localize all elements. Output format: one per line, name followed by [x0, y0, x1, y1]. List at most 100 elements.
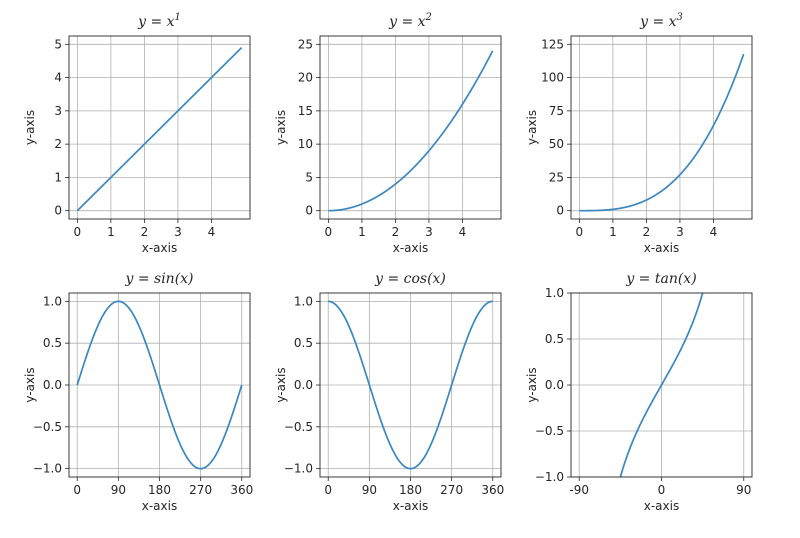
y-axis-label: y-axis — [525, 367, 539, 402]
series-line — [76, 47, 243, 212]
y-axis-label: y-axis — [23, 110, 37, 145]
y-tick-label: −1.0 — [284, 462, 313, 476]
subplot-title: y = sin(x) — [124, 271, 193, 287]
x-tick-label: 90 — [111, 483, 126, 497]
y-tick-label: 0 — [54, 204, 62, 218]
y-tick-label: 0.5 — [545, 332, 564, 346]
y-tick-label: 0 — [305, 204, 313, 218]
y-tick-label: 1.0 — [545, 286, 564, 300]
x-tick-label: 0 — [74, 225, 82, 239]
subplot-title: y = x3 — [639, 12, 683, 30]
y-tick-label: 0.5 — [43, 336, 62, 350]
axes-frame — [68, 292, 251, 478]
y-tick-label: 25 — [298, 37, 313, 51]
y-tick-label: 5 — [305, 170, 313, 184]
x-axis-label: x-axis — [142, 241, 177, 255]
y-axis-label: y-axis — [525, 110, 539, 145]
subplot-title: y = x2 — [388, 12, 432, 30]
x-tick-label: 0 — [324, 483, 332, 497]
x-tick-label: 90 — [362, 483, 377, 497]
axes-frame — [570, 292, 753, 478]
y-tick-label: 1.0 — [43, 294, 62, 308]
x-axis-label: x-axis — [644, 241, 679, 255]
subplot-title-base: y = sin(x) — [124, 271, 193, 287]
y-tick-label: −1.0 — [535, 470, 564, 484]
y-tick-label: 25 — [549, 170, 564, 184]
x-tick-label: 3 — [174, 225, 182, 239]
y-tick-label: 0.0 — [43, 378, 62, 392]
y-tick-label: 5 — [54, 37, 62, 51]
series-line — [619, 293, 704, 477]
subplot-title-exponent: 2 — [425, 12, 432, 23]
y-tick-label: 15 — [298, 104, 313, 118]
y-tick-label: 75 — [549, 104, 564, 118]
series-line — [579, 53, 745, 212]
axes-frame — [319, 35, 502, 220]
subplot-title-exponent: 1 — [175, 12, 181, 23]
x-tick-label: 360 — [230, 483, 253, 497]
x-tick-label: 0 — [73, 483, 81, 497]
subplot-title-exponent: 3 — [677, 12, 683, 23]
subplot-4: 0 90 180 270 360 −1.0 −0.5 0.0 0.5 1.0 x-axis y-axi… — [23, 271, 253, 513]
axes-frame — [68, 35, 251, 220]
axes-frame — [570, 35, 753, 220]
y-axis-label: y-axis — [274, 367, 288, 402]
y-tick-label: 2 — [54, 137, 62, 151]
y-tick-label: −0.5 — [535, 424, 564, 438]
x-tick-label: 270 — [440, 483, 463, 497]
x-tick-label: 0 — [576, 225, 584, 239]
x-tick-label: 4 — [208, 225, 216, 239]
x-tick-label: 1 — [107, 225, 115, 239]
x-tick-label: 180 — [399, 483, 422, 497]
y-tick-label: −0.5 — [33, 420, 62, 434]
y-tick-label: 20 — [298, 71, 313, 85]
subplot-title-base: y = x — [639, 14, 677, 30]
x-tick-label: 4 — [459, 225, 467, 239]
y-tick-label: 10 — [298, 137, 313, 151]
y-tick-label: 1.0 — [294, 294, 313, 308]
x-tick-label: 0 — [325, 225, 333, 239]
subplot-title-base: y = tan(x) — [625, 271, 696, 287]
y-tick-label: −0.5 — [284, 420, 313, 434]
x-tick-label: 3 — [676, 225, 684, 239]
x-tick-label: 2 — [643, 225, 651, 239]
x-tick-label: 2 — [392, 225, 400, 239]
y-tick-label: −1.0 — [33, 462, 62, 476]
x-tick-label: 270 — [189, 483, 212, 497]
x-axis-label: x-axis — [644, 499, 679, 513]
x-tick-label: 1 — [358, 225, 366, 239]
subplot-title: y = tan(x) — [625, 271, 696, 287]
subplot-title-base: y = x — [137, 14, 175, 30]
plot-area — [320, 36, 501, 219]
plot-area — [571, 36, 752, 219]
x-axis-label: x-axis — [142, 499, 177, 513]
subplot-title-base: y = x — [388, 14, 426, 30]
y-tick-label: 0.0 — [294, 378, 313, 392]
subplot-title-base: y = cos(x) — [374, 271, 446, 287]
y-tick-label: 4 — [54, 71, 62, 85]
x-tick-label: 1 — [609, 225, 617, 239]
y-tick-label: 0.5 — [294, 336, 313, 350]
y-tick-label: 50 — [549, 137, 564, 151]
x-tick-label: 360 — [481, 483, 504, 497]
x-axis-label: x-axis — [393, 241, 428, 255]
axes-frame — [319, 292, 502, 478]
x-tick-label: -90 — [569, 483, 589, 497]
x-tick-label: 3 — [425, 225, 433, 239]
y-tick-label: 3 — [54, 104, 62, 118]
subplot-5: 0 90 180 270 360 −1.0 −0.5 0.0 0.5 1.0 x-axis y-axi… — [274, 271, 504, 513]
x-axis-label: x-axis — [393, 499, 428, 513]
y-tick-label: 125 — [541, 37, 564, 51]
x-tick-label: 0 — [658, 483, 666, 497]
subplot-title: y = cos(x) — [374, 271, 446, 287]
y-axis-label: y-axis — [274, 110, 288, 145]
y-tick-label: 100 — [541, 71, 564, 85]
x-tick-label: 90 — [736, 483, 751, 497]
x-tick-label: 4 — [710, 225, 718, 239]
x-tick-label: 180 — [148, 483, 171, 497]
y-tick-label: 0 — [556, 204, 564, 218]
subplot-title: y = x1 — [137, 12, 181, 30]
